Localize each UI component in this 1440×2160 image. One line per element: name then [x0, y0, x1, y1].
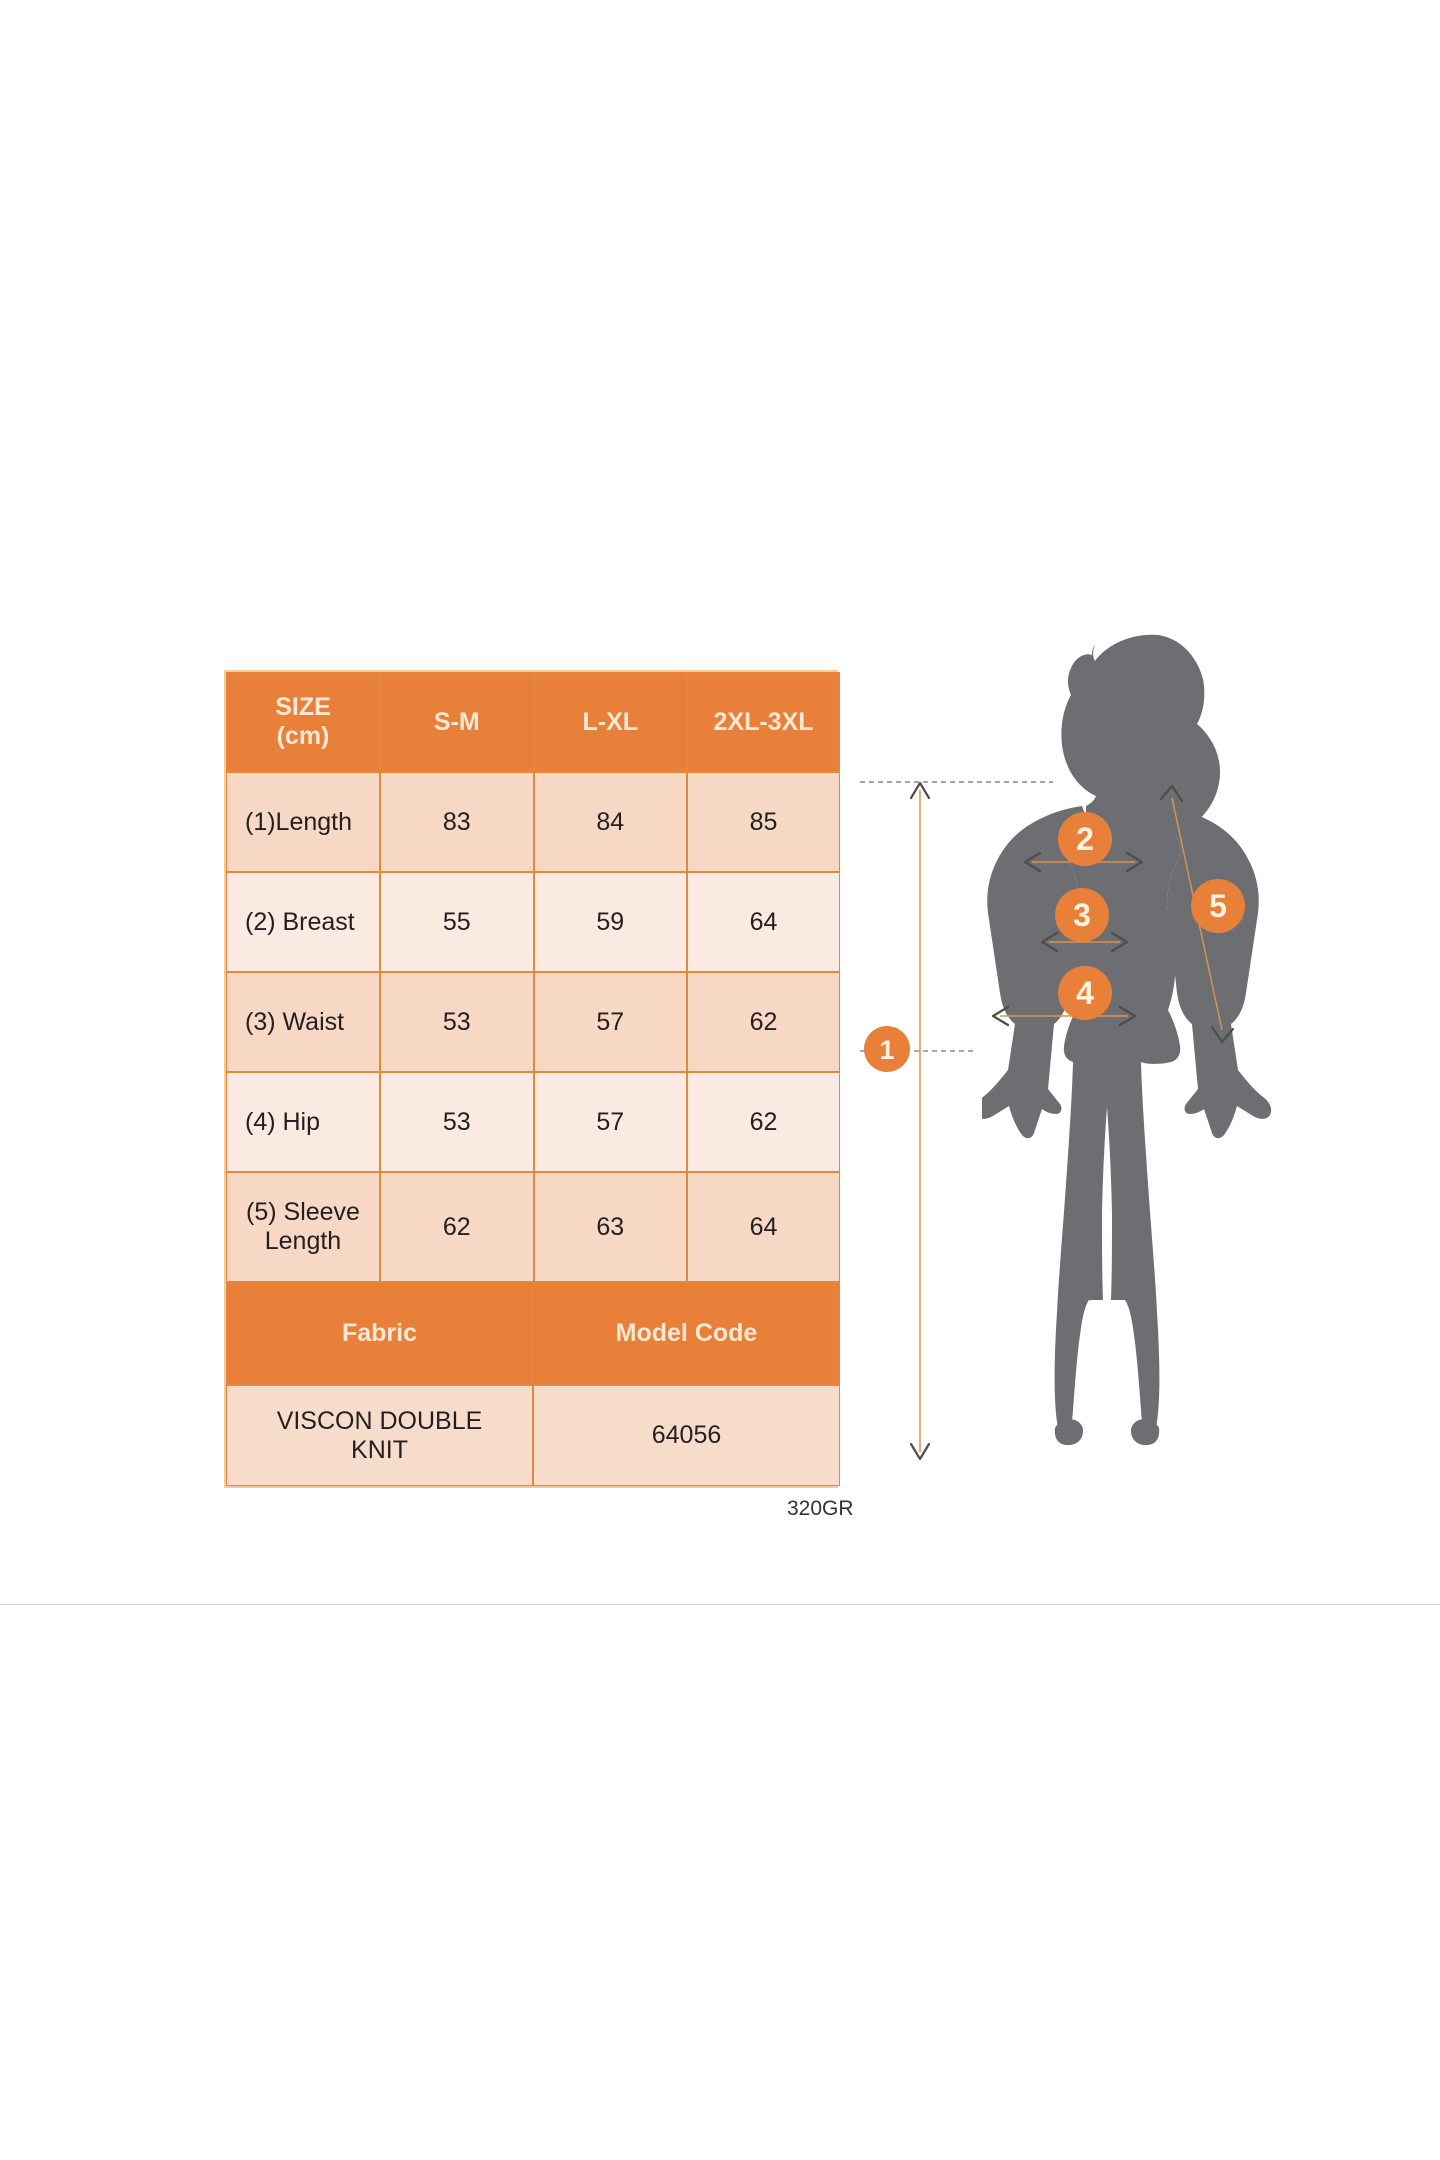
- svg-text:2: 2: [1076, 821, 1094, 857]
- svg-text:1: 1: [879, 1035, 894, 1065]
- svg-text:5: 5: [1209, 888, 1227, 924]
- svg-text:3: 3: [1073, 897, 1091, 933]
- svg-text:4: 4: [1076, 975, 1094, 1011]
